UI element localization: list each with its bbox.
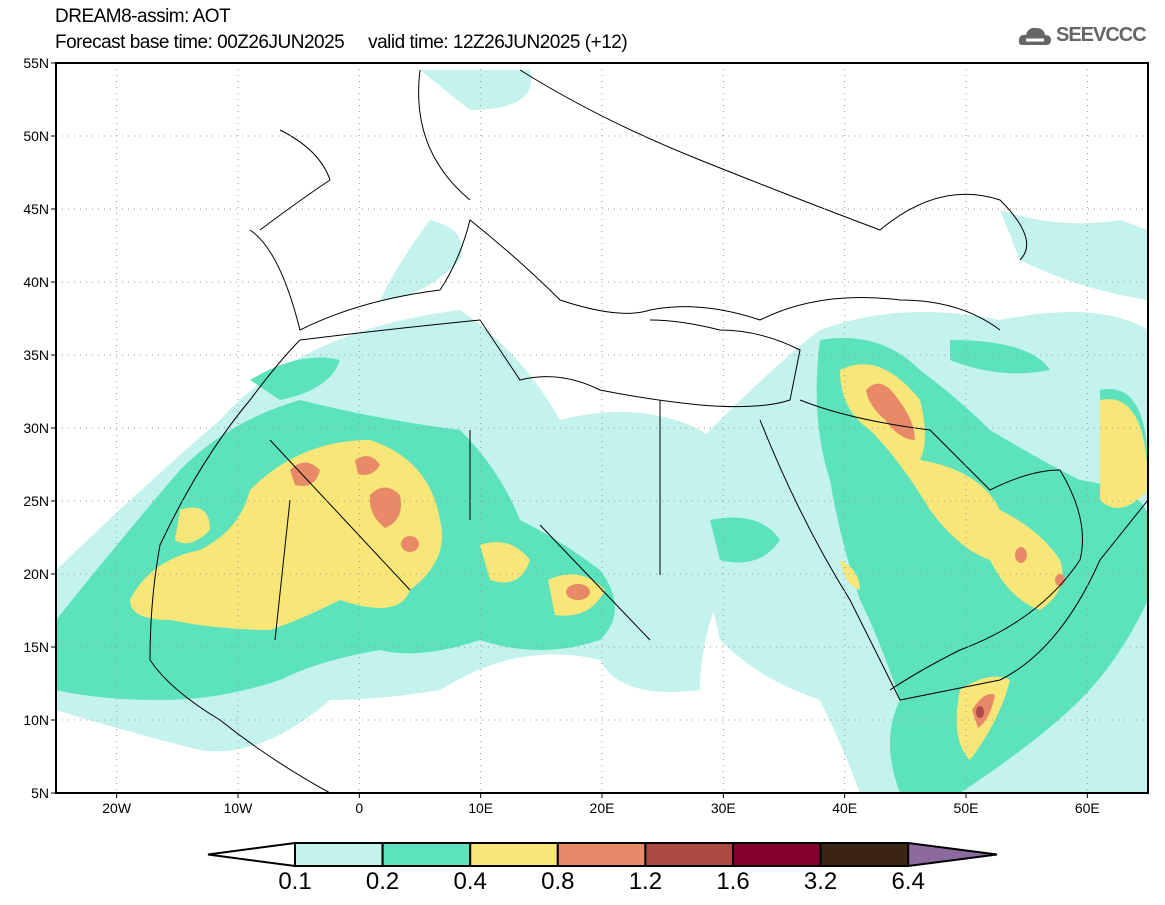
colorbar-bin xyxy=(644,842,735,867)
colorbar-bin xyxy=(556,842,647,867)
colorbar-high-arrow xyxy=(907,841,998,868)
lat-tick-label: 40N xyxy=(23,274,49,290)
lat-tick-label: 35N xyxy=(23,347,49,363)
colorbar-label: 3.2 xyxy=(803,868,838,895)
lon-tick-label: 50E xyxy=(954,800,979,816)
lon-tick-label: 0 xyxy=(355,800,363,816)
colorbar-bin xyxy=(469,842,559,867)
lat-tick-label: 15N xyxy=(23,639,49,655)
seevccc-logo: SEEVCCC xyxy=(1018,24,1147,47)
lon-tick-label: 40E xyxy=(832,800,857,816)
forecast-time-subtitle: Forecast base time: 00Z26JUN2025 valid t… xyxy=(55,32,628,53)
colorbar-low-arrow xyxy=(207,841,296,868)
lon-tick-label: 20E xyxy=(590,800,615,816)
colorbar xyxy=(207,841,998,868)
lat-tick-label: 55N xyxy=(23,55,49,71)
lat-tick-label: 10N xyxy=(23,712,49,728)
aot-field xyxy=(56,69,1148,793)
aot-level-1.2 xyxy=(976,706,984,718)
lat-tick-label: 45N xyxy=(23,201,49,217)
colorbar-label: 0.2 xyxy=(365,868,400,895)
lon-tick-label: 20W xyxy=(102,800,132,816)
colorbar-bin xyxy=(819,842,910,867)
colorbar-label: 1.6 xyxy=(716,868,750,895)
cloud-icon xyxy=(1018,27,1051,45)
colorbar-bin xyxy=(294,842,384,867)
graticule xyxy=(56,63,1148,793)
lat-tick-label: 50N xyxy=(23,128,49,144)
lat-tick-label: 5N xyxy=(31,785,49,801)
colorbar-label: 6.4 xyxy=(891,868,925,895)
lon-tick-label: 10E xyxy=(468,800,493,816)
colorbar-label: 0.8 xyxy=(541,868,575,895)
lon-tick-label: 30E xyxy=(711,800,736,816)
logo-text: SEEVCCC xyxy=(1056,24,1147,46)
axis-labels: 20W 10W 0 10E 20E 30E 40E 50E 60E 5N 10N 15N 20N 25N 3… xyxy=(23,55,1099,816)
map-title: DREAM8-assim: AOT xyxy=(55,6,231,27)
lat-tick-label: 20N xyxy=(23,566,49,582)
colorbar-bin xyxy=(732,842,822,867)
colorbar-label: 0.4 xyxy=(453,868,487,895)
lat-tick-label: 30N xyxy=(23,420,49,436)
colorbar-label: 1.2 xyxy=(628,868,663,895)
colorbar-bin xyxy=(381,842,472,867)
lon-tick-label: 10W xyxy=(224,800,254,816)
lat-tick-label: 25N xyxy=(23,493,49,509)
colorbar-label: 0.1 xyxy=(278,868,312,895)
coastlines xyxy=(149,69,1148,793)
lon-tick-label: 60E xyxy=(1075,800,1100,816)
